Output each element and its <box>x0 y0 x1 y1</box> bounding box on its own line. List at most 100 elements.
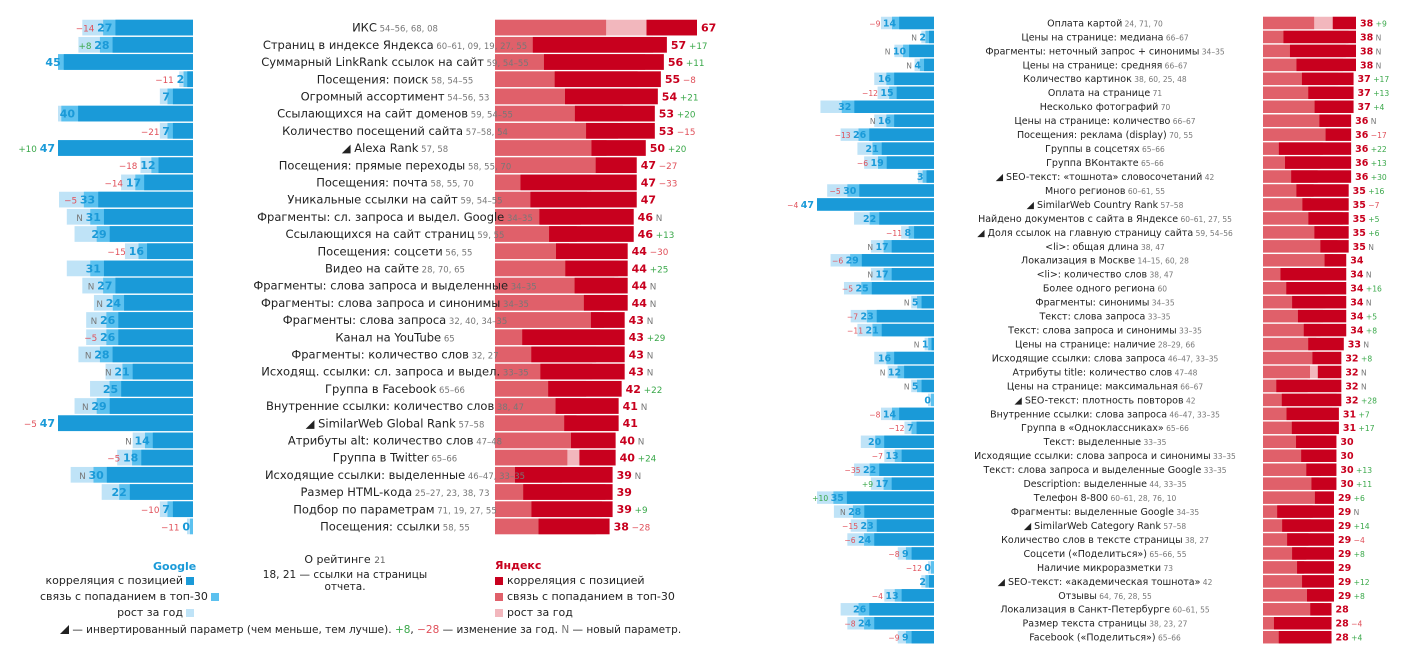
yandex-value-label: 36 +22 <box>1355 144 1387 155</box>
google-value-label: N 5 <box>904 381 919 392</box>
factor-label: Посещения: ссылки 58, 55 <box>320 520 470 534</box>
yandex-change-label: +11 <box>683 59 704 69</box>
factor-name: SEO-текст: «академическая тошнота» <box>1008 577 1201 588</box>
google-value: 29 <box>91 400 106 413</box>
factor-refs: 47–48 <box>1172 368 1197 377</box>
yandex-top30-bar <box>495 312 604 328</box>
yandex-value-label: 37 +17 <box>1358 74 1390 85</box>
google-value-label: −18 12 <box>119 159 156 172</box>
yandex-correlation-bar <box>530 191 637 208</box>
factor-refs: 58, 54–55 <box>428 76 473 86</box>
invert-triangle-icon: ◢ <box>1027 200 1037 211</box>
chart-row: 25 42 +22 Группа в Facebook 65–66 <box>90 380 662 397</box>
google-change-label: −8 <box>869 410 883 419</box>
yandex-change-label: −33 <box>656 179 677 189</box>
factor-label: Видео на сайте 28, 70, 65 <box>325 262 465 276</box>
google-value-label: −7 13 <box>872 451 899 462</box>
yandex-change-label: −28 <box>629 523 650 533</box>
google-correlation-bar <box>172 501 193 518</box>
chart-row: 29 46 +13 Ссылающихся на сайт страниц 59, … <box>74 226 674 242</box>
yandex-value: 38 <box>1360 18 1374 29</box>
yandex-value: 34 <box>1350 326 1364 337</box>
google-correlation-bar <box>871 281 934 295</box>
factor-label: <li>: общая длина 38, 47 <box>1045 242 1165 253</box>
google-value: 28 <box>848 507 862 518</box>
yandex-correlation-bar <box>1291 421 1339 435</box>
factor-label: Атрибуты alt: количество слов 47–48 <box>288 434 502 448</box>
factor-refs: 65–66 <box>429 455 458 465</box>
factor-name: Соцсети («Поделиться») <box>1024 549 1147 560</box>
chart-row: −7 23 34 +5 Текст: слова запроса 33–35 <box>847 309 1377 323</box>
factor-label: Цены на странице: наличие 28–29, 66 <box>1015 339 1195 350</box>
factor-refs: 34–35 <box>1174 508 1199 517</box>
chart-row: 7 54 +21 Огромный ассортимент 54–56, 53 <box>159 88 698 105</box>
yandex-value: 35 <box>1353 186 1366 197</box>
chart-row: N 16 36 N Цены на странице: количество 66–… <box>870 114 1376 127</box>
google-value-label: −8 14 <box>869 409 896 420</box>
yandex-correlation-bar <box>1302 198 1349 211</box>
yandex-top30-bar <box>1263 337 1317 351</box>
yandex-correlation-bar <box>548 380 622 397</box>
factor-refs: 60–61, 55 <box>1125 187 1165 196</box>
yandex-value-label: 37 +13 <box>1358 88 1390 99</box>
chart-row: −10 7 39 +9 Подбор по параметрам 71, 19, 2… <box>141 501 648 518</box>
yandex-value: 53 <box>659 108 674 121</box>
factor-name: Атрибуты alt: количество слов <box>288 434 474 448</box>
google-value-label: −5 26 <box>84 331 115 344</box>
yandex-change-label: N <box>644 317 653 327</box>
google-change-label: +10 <box>18 145 39 155</box>
yandex-correlation-bar <box>1283 30 1356 44</box>
yandex-correlation-bar <box>1311 477 1337 490</box>
factor-name: Цены на странице: средняя <box>1022 60 1162 71</box>
google-value: 5 <box>912 298 919 309</box>
chart-row: N 31 46 N Фрагменты: сл. запроса и выдел. … <box>66 208 662 225</box>
factor-refs: 60–61, 55 <box>1170 606 1210 615</box>
chart-row: 0 32 +28 ◢ SEO-текст: плотность повторов 4… <box>924 393 1377 406</box>
google-change-label: +10 <box>812 494 830 503</box>
google-correlation-bar <box>931 337 934 351</box>
yandex-value: 47 <box>641 194 656 207</box>
yandex-value-label: 57 +17 <box>671 39 708 52</box>
factor-refs: 59, 54–55 <box>468 111 513 121</box>
factor-label: Ссылающихся на сайт доменов 59, 54–55 <box>277 107 513 121</box>
factor-label: Фрагменты: синонимы 34–35 <box>1035 298 1174 309</box>
factor-name: Фрагменты: слова запроса <box>283 313 446 327</box>
chart-row: +10 47 50 +20 ◢ Alexa Rank 57, 58 <box>18 140 687 156</box>
yandex-change-label: +9 <box>632 506 648 516</box>
google-value-label: N 27 <box>88 280 113 293</box>
factor-name: Ссылающихся на сайт доменов <box>277 107 468 121</box>
factor-label: Facebook («Поделиться») 65–66 <box>1029 633 1181 644</box>
factor-name: Количество слов в тексте страницы <box>1001 535 1183 546</box>
factor-refs: 42 <box>1202 173 1214 182</box>
yandex-correlation-bar <box>523 484 613 500</box>
yandex-value: 42 <box>626 383 641 396</box>
factor-label: Группа ВКонтакте 65–66 <box>1046 158 1164 169</box>
yandex-change-label: N <box>1359 382 1367 391</box>
google-value: 7 <box>162 503 170 516</box>
factor-label: Канал на YouTube 65 <box>335 330 454 344</box>
google-change-label: −5 <box>842 285 856 294</box>
yandex-change-label: −30 <box>647 248 669 258</box>
google-correlation-bar <box>894 114 934 127</box>
google-change-label: −4 <box>787 201 801 210</box>
factor-name: Фрагменты: выделенные Google <box>1011 507 1174 518</box>
factor-name: Фрагменты: сл. запроса и выдел. Google <box>257 210 504 224</box>
chart-row: −11 2 55 −8 Посещения: поиск 58, 54–55 <box>155 71 696 88</box>
factor-name: Фрагменты: синонимы <box>1035 298 1149 309</box>
yandex-correlation-bar <box>565 88 658 105</box>
yandex-correlation-bar <box>1301 72 1354 86</box>
google-value: 21 <box>865 144 878 155</box>
google-top30-bar <box>928 337 934 351</box>
factor-refs: 59, 54–56 <box>1193 229 1233 238</box>
factor-refs: 66–67 <box>1162 61 1187 70</box>
yandex-correlation-bar <box>591 140 646 156</box>
google-value-label: N 24 <box>96 297 121 310</box>
factor-name: Цены на странице: медиана <box>1021 32 1163 43</box>
yandex-value-label: 44 +25 <box>632 262 669 275</box>
yandex-correlation-bar <box>1308 86 1354 100</box>
yandex-top30-bar <box>495 140 607 156</box>
chart-row: N 30 39 N Исходящие ссылки: выделенные 46–… <box>70 466 641 483</box>
chart-row: N 12 32 N Атрибуты title: количество слов … <box>880 365 1367 378</box>
google-change-label: N <box>91 317 100 327</box>
